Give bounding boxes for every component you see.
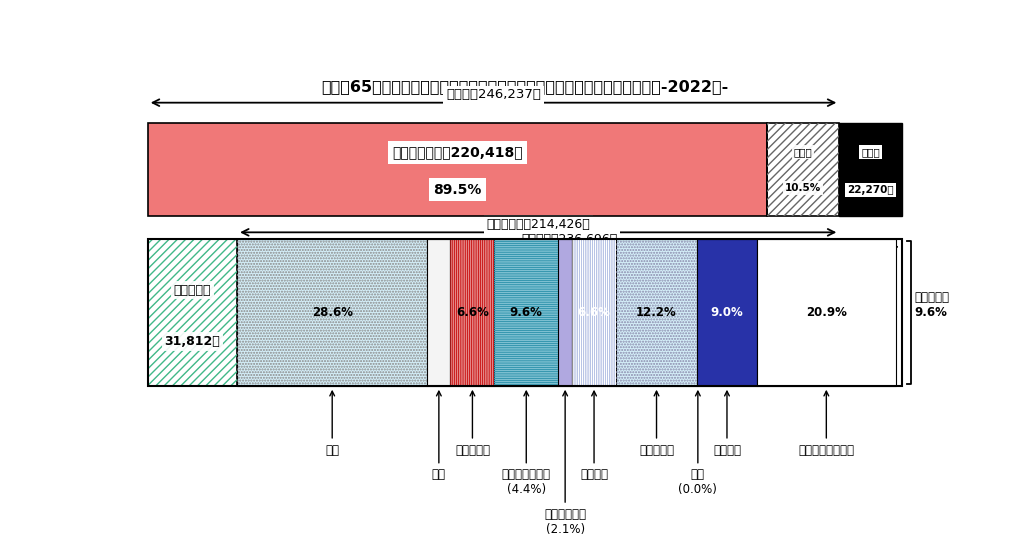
Bar	[238, 238, 427, 386]
Text: 教養娯楽: 教養娯楽	[713, 391, 741, 457]
Text: 12.2%: 12.2%	[636, 306, 677, 318]
Text: その他: その他	[794, 147, 812, 158]
Text: 被服及び履物
(2.1%): 被服及び履物 (2.1%)	[544, 391, 586, 536]
Text: 6.6%: 6.6%	[456, 306, 488, 318]
Bar	[238, 238, 427, 386]
Text: 6.6%: 6.6%	[578, 306, 610, 318]
Text: 非消費支出: 非消費支出	[174, 284, 211, 296]
Text: 家具・家事用品
(4.4%): 家具・家事用品 (4.4%)	[502, 391, 551, 497]
Text: 社会保障給付　220,418円: 社会保障給付 220,418円	[392, 145, 522, 159]
Text: 9.6%: 9.6%	[510, 306, 543, 318]
Bar	[558, 238, 572, 386]
Bar	[147, 123, 767, 216]
Text: 図１　65歳以上の夫婦のみの無職世帯（夫婦高齢者無職世帯）の家計収支　-2022年-: 図１ 65歳以上の夫婦のみの無職世帯（夫婦高齢者無職世帯）の家計収支 -2022…	[322, 79, 728, 94]
Bar	[572, 238, 616, 386]
Text: その他の消費支出: その他の消費支出	[799, 391, 854, 457]
Bar	[495, 238, 558, 386]
Bar	[495, 238, 558, 386]
Text: 住居: 住居	[432, 391, 445, 482]
Bar	[147, 238, 238, 386]
Text: 20.9%: 20.9%	[806, 306, 847, 318]
Text: 可処分所得　214,426円: 可処分所得 214,426円	[486, 218, 590, 231]
Bar	[616, 238, 697, 386]
Text: 保健医療: 保健医療	[580, 391, 608, 482]
Text: うち交際費
9.6%: うち交際費 9.6%	[914, 291, 949, 318]
Bar	[451, 238, 495, 386]
Text: 実収入　246,237円: 実収入 246,237円	[446, 88, 541, 102]
Bar	[697, 238, 757, 386]
Text: 消費支出　236,696円: 消費支出 236,696円	[521, 232, 617, 245]
Bar	[147, 238, 238, 386]
Text: 28.6%: 28.6%	[311, 306, 352, 318]
Text: 教育
(0.0%): 教育 (0.0%)	[679, 391, 717, 497]
Bar	[767, 123, 840, 216]
Bar	[767, 123, 840, 216]
Text: 31,812円: 31,812円	[165, 335, 220, 348]
Bar	[697, 238, 757, 386]
Bar	[427, 238, 451, 386]
Bar	[572, 238, 616, 386]
Text: 10.5%: 10.5%	[784, 183, 821, 193]
Bar	[147, 123, 767, 216]
Bar	[616, 238, 697, 386]
Bar	[451, 238, 495, 386]
Text: 22,270円: 22,270円	[847, 185, 894, 195]
Text: 9.0%: 9.0%	[711, 306, 743, 318]
Text: 光熱・水道: 光熱・水道	[455, 391, 489, 457]
Bar	[840, 123, 902, 216]
Bar	[147, 238, 902, 386]
Text: 不足分: 不足分	[861, 147, 880, 158]
Text: 89.5%: 89.5%	[433, 183, 481, 197]
Text: 食料: 食料	[326, 391, 339, 457]
Bar	[757, 238, 896, 386]
Text: 交通・通信: 交通・通信	[639, 391, 674, 457]
